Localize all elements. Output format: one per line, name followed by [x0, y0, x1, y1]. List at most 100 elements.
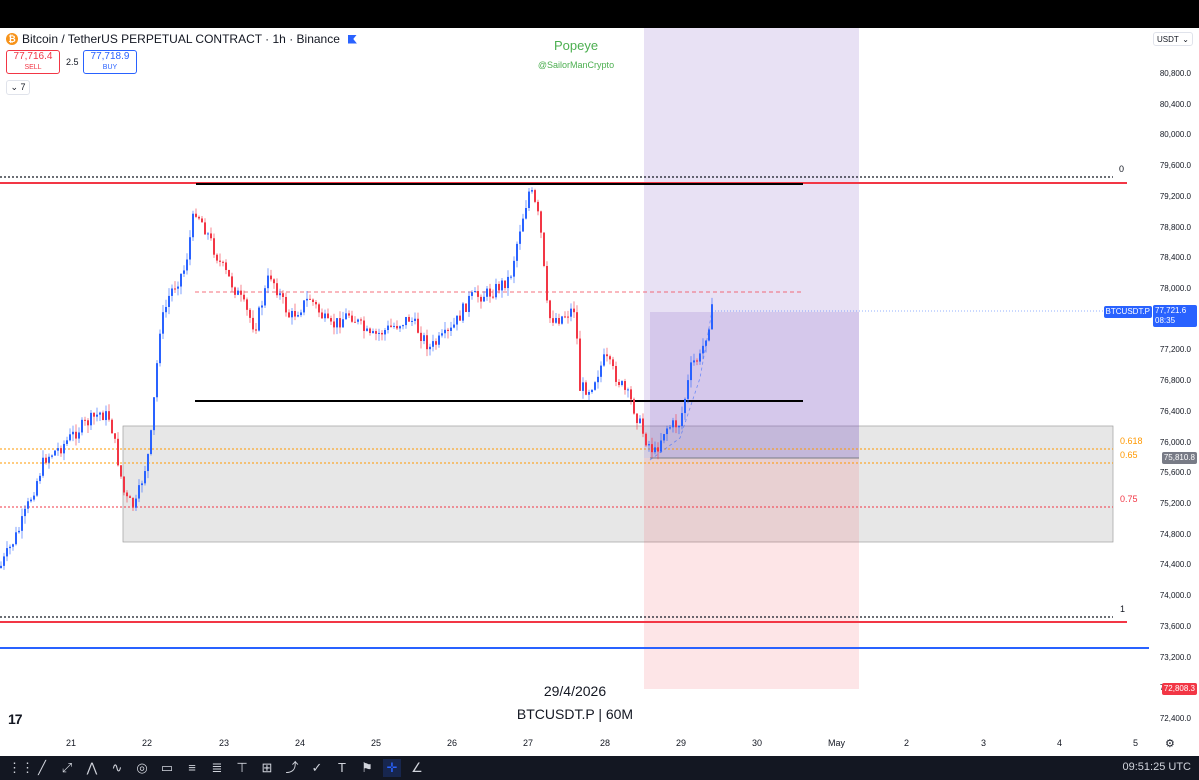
- candle-body: [363, 320, 365, 331]
- watermark-handle: @SailorManCrypto: [537, 60, 615, 70]
- circle-icon[interactable]: ◎: [136, 760, 148, 775]
- candle-body: [255, 329, 257, 331]
- candle-body: [540, 211, 542, 233]
- rectangle-icon[interactable]: ▭: [160, 760, 174, 775]
- time-label: 30: [752, 738, 763, 748]
- fib-extension-icon[interactable]: ≣: [211, 760, 223, 775]
- candle-body: [486, 288, 488, 297]
- projection-path: [649, 310, 713, 461]
- candle-body: [249, 309, 251, 318]
- price-label: 72,400.0: [1159, 714, 1191, 723]
- candle-body: [510, 276, 512, 278]
- candle-body: [201, 218, 203, 223]
- trendline-icon[interactable]: ╱: [38, 760, 46, 775]
- chart-area[interactable]: ₿ Bitcoin / TetherUS PERPETUAL CONTRACT …: [0, 28, 1199, 756]
- candle-body: [63, 443, 65, 454]
- symbol-header[interactable]: ₿ Bitcoin / TetherUS PERPETUAL CONTRACT …: [6, 32, 357, 46]
- candle-body: [579, 338, 581, 391]
- candle-body: [501, 280, 503, 291]
- time-label: 29: [676, 738, 687, 748]
- candle-body: [198, 216, 200, 219]
- currency-selector[interactable]: USDT ⌄: [1153, 32, 1193, 46]
- candle-body: [402, 325, 404, 327]
- candle-body: [66, 440, 68, 444]
- candle-body: [627, 389, 629, 391]
- position-icon[interactable]: ⊞: [261, 760, 273, 775]
- candle-body: [456, 315, 458, 325]
- candle-body: [321, 312, 323, 319]
- gear-icon[interactable]: ⚙: [1165, 738, 1175, 750]
- fib-retracement-icon[interactable]: ≡: [188, 760, 196, 775]
- crosshair-icon[interactable]: ✛: [383, 759, 401, 777]
- candle-body: [669, 427, 671, 429]
- fib-zone[interactable]: [122, 425, 1114, 543]
- time-label: 24: [295, 738, 306, 748]
- bitcoin-icon: ₿: [6, 33, 18, 45]
- candle-body: [3, 556, 5, 566]
- candle-body: [273, 279, 275, 284]
- candle-body: [600, 365, 602, 377]
- price-chart[interactable]: [0, 28, 1149, 756]
- buy-button[interactable]: 77,718.9 BUY: [83, 50, 137, 74]
- projection-icon[interactable]: ⤴: [285, 760, 299, 775]
- candle-body: [81, 419, 83, 433]
- flag-icon[interactable]: [347, 34, 357, 44]
- candle-body: [414, 318, 416, 321]
- candle-body: [51, 455, 53, 457]
- candle-body: [174, 288, 176, 290]
- candle-body: [315, 301, 317, 305]
- pattern-icon[interactable]: ✓: [311, 760, 323, 775]
- candle-body: [681, 413, 683, 427]
- candle-body: [129, 496, 131, 498]
- price-scale[interactable]: USDT ⌄ 80,800.0 80,400.0 80,000.0 79,600.0 7…: [1103, 28, 1199, 756]
- drawing-toolbar[interactable]: ⋮⋮ ╱ ⤢ ⋀ ∿ ◎ ▭ ≡ ≣ ⊤ ⊞ ⤴ ✓ T ⚑ ✛ ∠ 09:51:25 UTC: [0, 756, 1199, 780]
- candle-body: [324, 313, 326, 319]
- projection-box[interactable]: [650, 312, 859, 458]
- candle-body: [639, 418, 641, 424]
- ray-icon[interactable]: ⤢: [61, 760, 73, 775]
- price-label: 80,800.0: [1159, 69, 1191, 78]
- candle-body: [270, 275, 272, 280]
- candlestick-series[interactable]: [0, 187, 713, 570]
- utc-clock[interactable]: 09:51:25 UTC: [1122, 761, 1191, 773]
- measure-icon[interactable]: ∠: [411, 760, 423, 775]
- brush-icon[interactable]: ∿: [111, 760, 123, 775]
- sell-button[interactable]: 77,716.4 SELL: [6, 50, 60, 74]
- candle-body: [102, 412, 104, 421]
- pitchfork-icon[interactable]: ⋀: [86, 760, 98, 775]
- candle-body: [168, 295, 170, 307]
- candle-body: [405, 316, 407, 326]
- tradingview-logo[interactable]: 17: [8, 711, 23, 727]
- price-label: 77,200.0: [1159, 345, 1191, 355]
- candle-body: [555, 318, 557, 323]
- symbol-title[interactable]: Bitcoin / TetherUS PERPETUAL CONTRACT · …: [22, 32, 340, 46]
- candle-body: [399, 326, 401, 329]
- candle-body: [384, 330, 386, 335]
- candle-body: [231, 276, 233, 288]
- candle-body: [189, 237, 191, 260]
- gann-icon[interactable]: ⊤: [236, 760, 248, 775]
- cursor-icon[interactable]: ⋮⋮: [8, 760, 34, 775]
- long-position-target-zone[interactable]: [644, 28, 859, 458]
- candle-body: [15, 532, 17, 545]
- candle-body: [675, 420, 677, 428]
- candle-body: [561, 316, 563, 324]
- time-label: 4: [1057, 738, 1063, 748]
- chevron-down-icon: ⌄: [10, 82, 18, 92]
- text-icon[interactable]: T: [338, 760, 346, 775]
- candle-body: [351, 315, 353, 322]
- indicators-toggle[interactable]: ⌄ 7: [6, 80, 30, 95]
- candle-body: [678, 426, 680, 428]
- candle-body: [705, 340, 707, 346]
- price-tag-75810: 75,810.8: [1161, 452, 1197, 464]
- candle-body: [78, 432, 80, 439]
- candle-body: [309, 298, 311, 300]
- candle-body: [330, 318, 332, 322]
- price-tag-72808: 72,808.3: [1161, 683, 1197, 695]
- candle-body: [699, 353, 701, 362]
- short-position-stop-zone[interactable]: [644, 458, 859, 689]
- indicator-count: 7: [20, 82, 26, 92]
- annotation-icon[interactable]: ⚑: [361, 760, 373, 775]
- candle-body: [48, 456, 50, 463]
- current-price: 77,721.6: [1155, 306, 1187, 315]
